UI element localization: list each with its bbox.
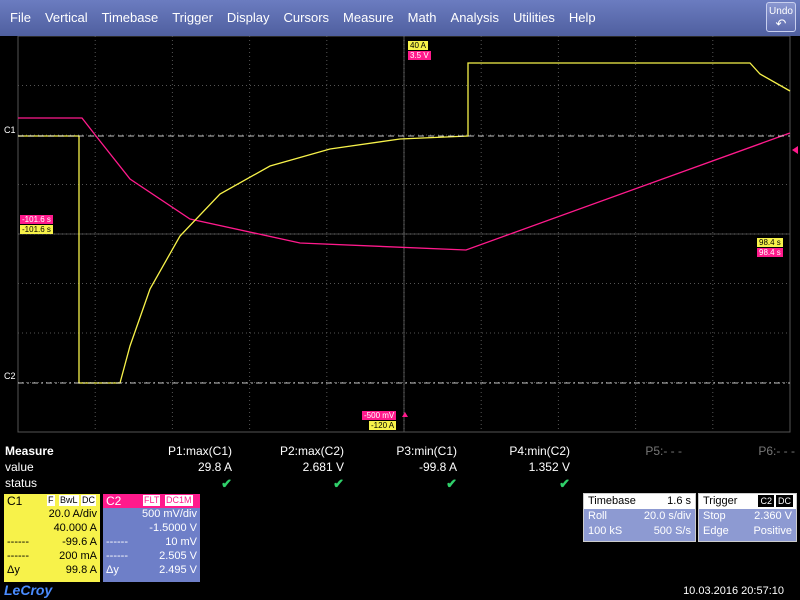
trigger-mode: Stop [703,510,726,522]
menu-display[interactable]: Display [226,10,270,25]
c2-flag-flt: FLT [143,495,161,506]
menu-vertical[interactable]: Vertical [44,10,88,25]
trigger-position-marker [402,412,408,417]
trigger-coupling: DC [776,495,793,507]
c1-flag-bwl: BwL [59,495,79,506]
tag-left-c1: -101.6 s [20,225,53,234]
c2-channel-box[interactable]: C2 FLT DC1M 500 mV/div -1.5000 V ------ 1… [103,494,200,582]
c2-cursor1-label: ------ [106,536,128,548]
c1-cursor1-label: ------ [7,536,29,548]
menu-file[interactable]: File [10,10,31,25]
undo-button[interactable]: Undo ↶ [766,2,796,32]
c2-dy-value: 2.495 V [159,564,197,576]
trigger-level: 2.360 V [754,510,792,522]
c1-vdiv: 20.0 A/div [48,508,97,520]
value-row-label: value [5,460,34,474]
menu-math[interactable]: Math [407,10,437,25]
tag-top-c1: 40 A [408,41,429,50]
param-1-name[interactable]: P1:max(C1) [167,444,232,458]
tag-left-c2: -101.6 s [20,215,53,224]
c2-flag-dc1m: DC1M [165,495,193,506]
c2-label: C2 [106,494,122,508]
c2-dy-label: Δy [106,564,119,576]
param-4-status-check-icon: ✔ [559,476,570,491]
menu-cursors[interactable]: Cursors [283,10,330,25]
param-2-value: 2.681 V [302,460,344,474]
menu-trigger[interactable]: Trigger [172,10,213,25]
c2-vdiv: 500 mV/div [141,508,197,520]
c2-cursor2-value: 2.505 V [159,550,197,562]
trace-c2 [18,117,791,251]
grid-border [17,36,791,433]
param-5-name[interactable]: P5:- - - [645,444,682,458]
menu-help[interactable]: Help [568,10,596,25]
timebase-samples: 100 kS [588,525,623,537]
timebase-rate: 500 S/s [653,525,691,537]
timebase-mode: Roll [588,510,607,522]
param-2-status-check-icon: ✔ [333,476,344,491]
measure-header-row: Measure P1:max(C1) P2:max(C2) P3:min(C1)… [5,444,795,460]
tag-bottom-c2: -500 mV [362,411,397,420]
measure-title: Measure [5,444,54,458]
c1-cursor2-value: 200 mA [59,550,97,562]
trigger-channel: C2 [758,495,774,507]
c1-flag-dc: DC [81,495,96,506]
waveform-grid[interactable] [0,36,800,444]
param-6-name[interactable]: P6:- - - [758,444,795,458]
param-1-value: 29.8 A [197,460,232,474]
trigger-box[interactable]: Trigger C2 DC Stop 2.360 V Edge Positive [698,493,797,542]
tag-bottom-c1: -120 A [369,421,397,430]
c2-offset: -1.5000 V [149,522,197,534]
undo-arrow-icon: ↶ [775,16,787,31]
timebase-box[interactable]: Timebase 1.6 s Roll 20.0 s/div 100 kS 500 S… [583,493,696,542]
trace-c1 [18,62,791,384]
param-3-value: -99.8 A [418,460,457,474]
trigger-title: Trigger [703,495,738,507]
menu-bar: File Vertical Timebase Trigger Display C… [0,0,800,36]
menu-analysis[interactable]: Analysis [450,10,499,25]
trigger-type: Edge [703,525,729,537]
param-1-status-check-icon: ✔ [221,476,232,491]
c2-marker: C2 [4,371,16,381]
c1-cursor2-label: ------ [7,550,29,562]
date-time: 10.03.2016 20:57:10 [683,585,784,597]
status-row-label: status [5,476,38,490]
trigger-slope: Positive [753,525,792,537]
param-3-status-check-icon: ✔ [446,476,457,491]
c1-dy-label: Δy [7,564,20,576]
c2-cursor2-label: ------ [106,550,128,562]
menu-utilities[interactable]: Utilities [512,10,555,25]
timebase-title: Timebase [588,495,636,507]
c1-channel-box[interactable]: C1 F BwL DC 20.0 A/div 40.000 A ------ -9… [4,494,100,582]
timebase-delay: 1.6 s [667,495,691,507]
c2-cursor1-value: 10 mV [165,536,197,548]
param-4-value: 1.352 V [528,460,570,474]
menu-timebase[interactable]: Timebase [101,10,159,25]
c1-marker: C1 [4,125,16,135]
c1-flag-f: F [47,495,55,506]
menu-measure[interactable]: Measure [343,10,394,25]
timebase-tdiv: 20.0 s/div [643,510,691,522]
tag-top-c2: 3.5 V [408,51,431,60]
trigger-level-marker [792,146,798,154]
measure-value-row: value 29.8 A 2.681 V -99.8 A 1.352 V [5,460,795,476]
lecroy-logo: LeCroy [4,582,53,598]
c1-cursor1-value: -99.6 A [62,536,97,548]
param-2-name[interactable]: P2:max(C2) [279,444,344,458]
grid-lines [17,36,791,433]
param-4-name[interactable]: P4:min(C2) [509,444,570,458]
c1-offset: 40.000 A [53,522,97,534]
tag-right-c2: 98.4 s [757,248,783,257]
c1-dy-value: 99.8 A [65,564,97,576]
tag-right-c1: 98.4 s [757,238,783,247]
param-3-name[interactable]: P3:min(C1) [396,444,457,458]
c1-label: C1 [7,494,23,508]
measure-status-row: status ✔ ✔ ✔ ✔ [5,476,795,492]
undo-label: Undo [769,6,793,17]
measure-panel[interactable]: Measure P1:max(C1) P2:max(C2) P3:min(C1)… [0,444,800,492]
